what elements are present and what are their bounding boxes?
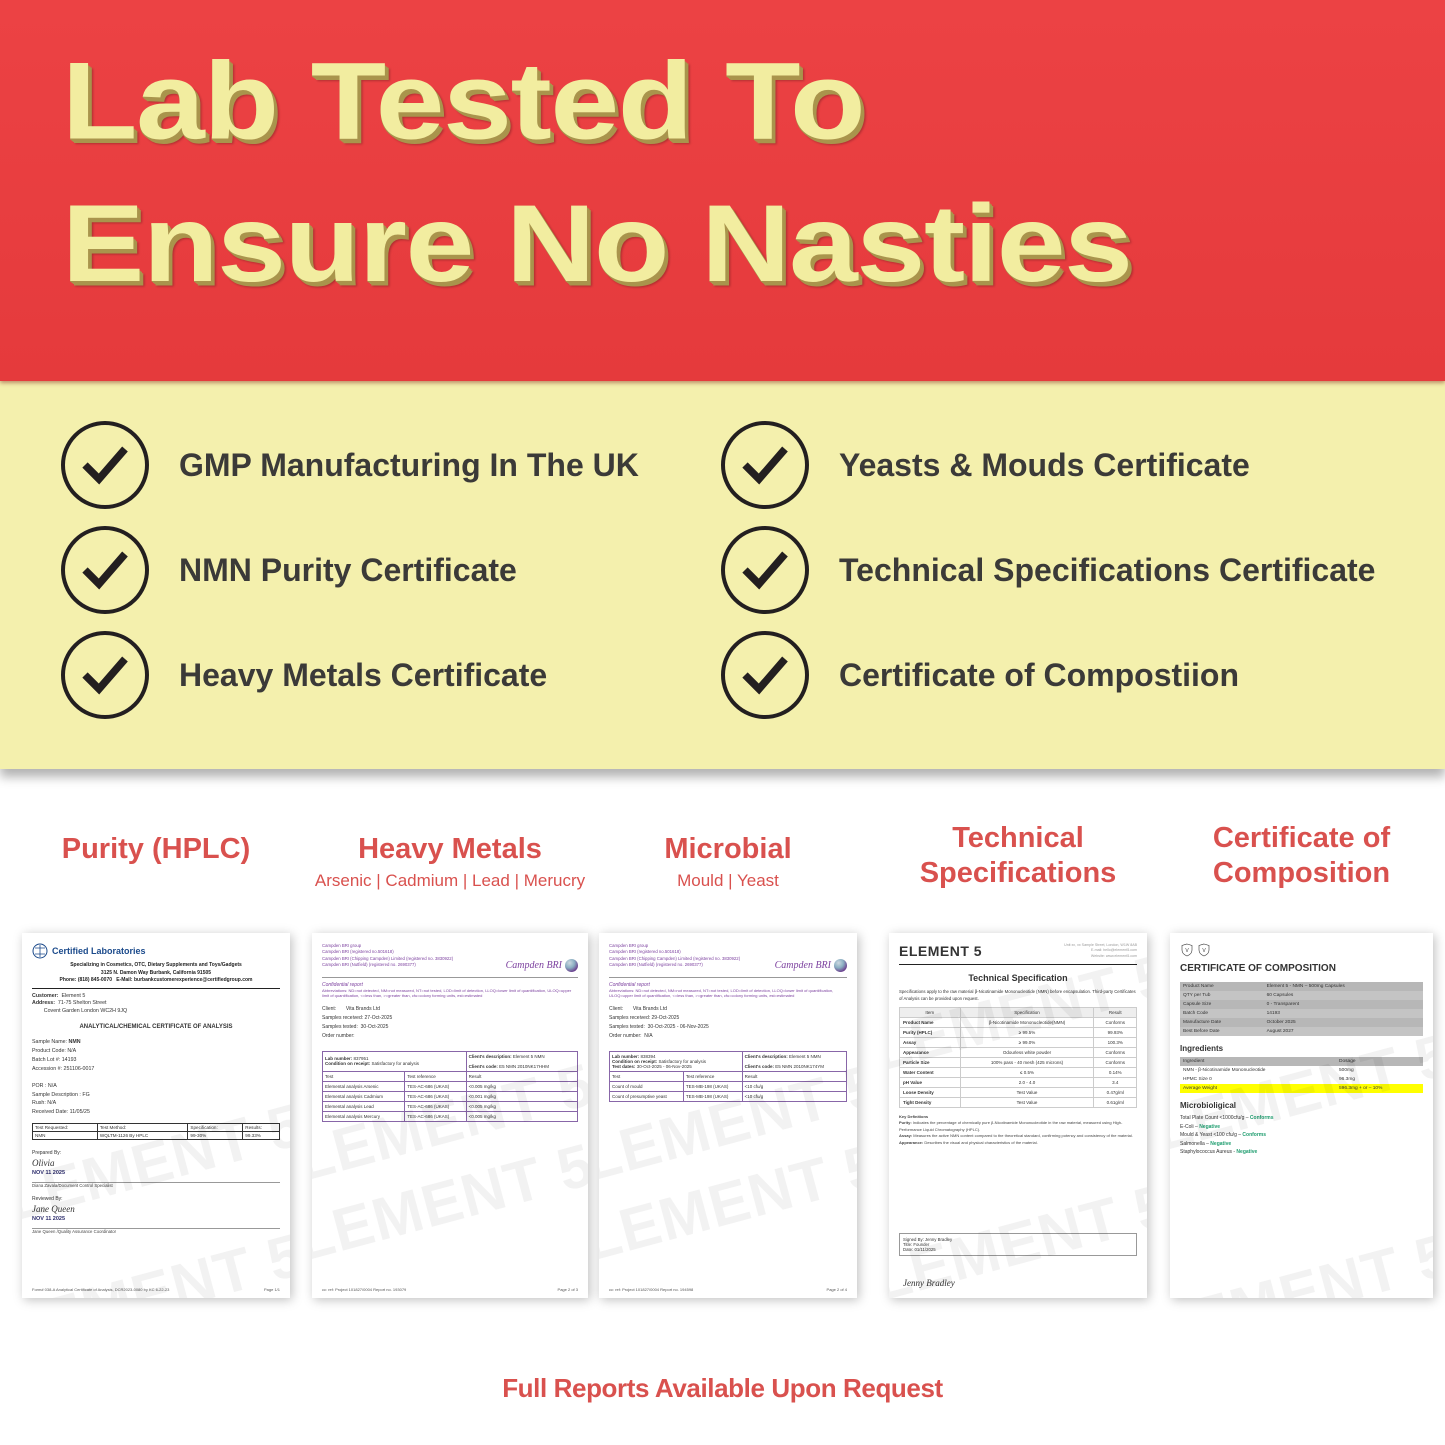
svg-text:V: V [1185,948,1189,954]
svg-text:V: V [1202,948,1206,954]
